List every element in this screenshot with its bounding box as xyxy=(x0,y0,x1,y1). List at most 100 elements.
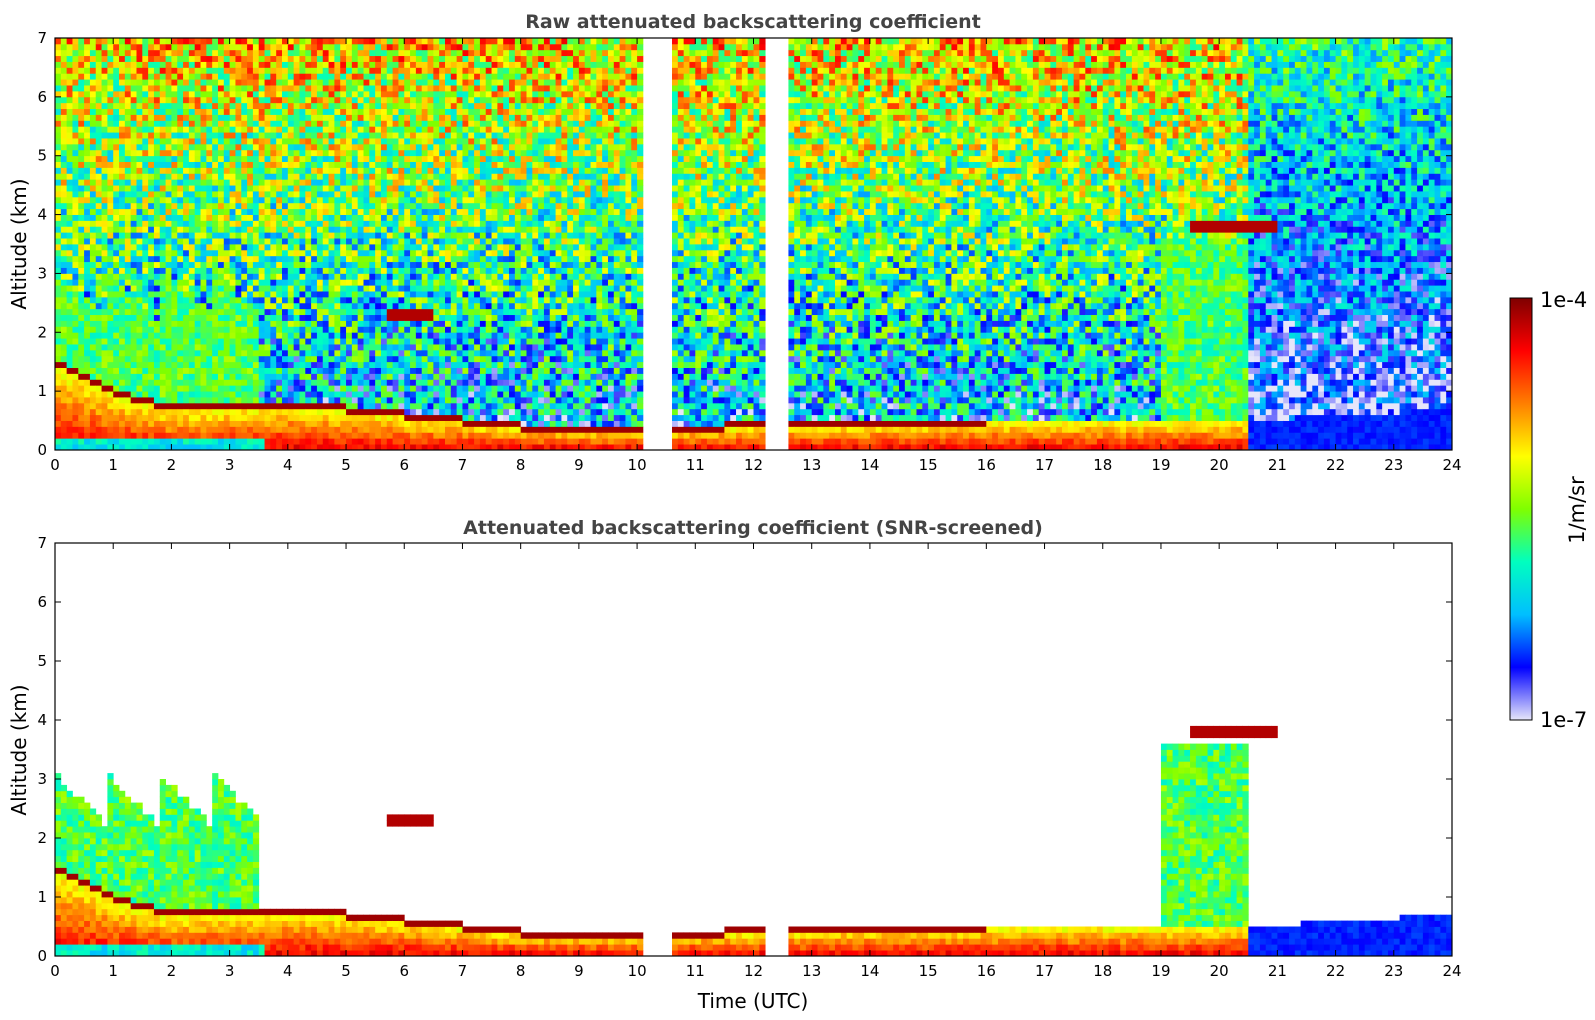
heatmap-cell xyxy=(450,108,458,115)
heatmap-cell xyxy=(386,432,394,439)
heatmap-cell xyxy=(130,332,137,339)
heatmap-cell xyxy=(311,85,318,92)
heatmap-cell xyxy=(427,244,434,251)
heatmap-cell xyxy=(247,138,254,145)
heatmap-cell xyxy=(130,373,137,380)
heatmap-cell xyxy=(398,149,405,157)
heatmap-cell xyxy=(95,391,102,398)
heatmap-cell xyxy=(287,55,295,62)
heatmap-cell xyxy=(107,38,114,45)
heatmap-cell xyxy=(212,126,219,133)
heatmap-cell xyxy=(165,49,172,57)
heatmap-cell xyxy=(130,185,137,192)
heatmap-cell xyxy=(84,167,91,174)
heatmap-cell xyxy=(282,102,289,110)
heatmap-cell xyxy=(177,338,184,345)
heatmap-cell xyxy=(212,267,219,274)
heatmap-cell xyxy=(194,126,201,133)
heatmap-cell xyxy=(346,67,353,74)
heatmap-cell xyxy=(410,138,417,145)
heatmap-cell xyxy=(328,61,335,68)
heatmap-cell xyxy=(293,373,300,380)
heatmap-cell xyxy=(107,173,114,180)
heatmap-cell xyxy=(153,379,161,386)
heatmap-cell xyxy=(188,267,196,274)
heatmap-cell xyxy=(322,255,329,263)
heatmap-cell xyxy=(450,208,458,215)
heatmap-cell xyxy=(305,85,312,92)
heatmap-cell xyxy=(287,173,295,180)
heatmap-cell xyxy=(119,267,126,274)
heatmap-cell xyxy=(270,255,277,263)
heatmap-cell xyxy=(124,261,132,268)
heatmap-cell xyxy=(72,296,79,304)
heatmap-cell xyxy=(124,149,132,157)
heatmap-cell xyxy=(427,226,434,233)
heatmap-cell xyxy=(316,102,324,110)
heatmap-cell xyxy=(95,291,102,298)
heatmap-cell xyxy=(380,220,388,227)
heatmap-cell xyxy=(468,338,475,345)
heatmap-cell xyxy=(456,361,463,368)
heatmap-cell xyxy=(415,143,423,151)
heatmap-cell xyxy=(241,385,248,392)
heatmap-cell xyxy=(119,408,126,416)
heatmap-cell xyxy=(392,261,399,268)
heatmap-cell xyxy=(183,308,190,316)
heatmap-cell xyxy=(369,338,376,345)
heatmap-cell xyxy=(200,244,207,251)
heatmap-cell xyxy=(386,308,394,316)
heatmap-cell xyxy=(241,379,248,386)
heatmap-cell xyxy=(235,244,242,251)
heatmap-cell xyxy=(252,167,260,174)
heatmap-cell xyxy=(427,120,434,127)
heatmap-cell xyxy=(241,232,248,239)
heatmap-cell xyxy=(287,38,295,45)
heatmap-cell xyxy=(165,43,172,51)
heatmap-cell xyxy=(55,167,62,174)
heatmap-cell xyxy=(258,126,265,133)
heatmap-cell xyxy=(177,332,184,339)
heatmap-cell xyxy=(101,438,108,445)
heatmap-cell xyxy=(60,249,68,257)
heatmap-cell xyxy=(78,267,85,274)
heatmap-cell xyxy=(276,202,283,210)
heatmap-cell xyxy=(357,232,364,239)
heatmap-cell xyxy=(357,349,364,357)
heatmap-cell xyxy=(113,267,120,274)
heatmap-cell xyxy=(316,179,324,186)
heatmap-cell xyxy=(188,38,196,45)
heatmap-cell xyxy=(188,426,196,433)
heatmap-cell xyxy=(148,167,155,174)
heatmap-cell xyxy=(270,402,277,410)
heatmap-cell xyxy=(165,73,172,80)
heatmap-cell xyxy=(415,220,423,227)
heatmap-cell xyxy=(311,279,318,286)
heatmap-cell xyxy=(351,108,359,115)
heatmap-cell xyxy=(84,232,91,239)
heatmap-cell xyxy=(357,432,364,439)
heatmap-cell xyxy=(386,314,394,321)
heatmap-cell xyxy=(346,320,353,327)
heatmap-cell xyxy=(456,367,463,374)
heatmap-cell xyxy=(439,391,446,398)
heatmap-cell xyxy=(305,238,312,245)
heatmap-cell xyxy=(252,185,260,192)
heatmap-cell xyxy=(188,67,196,74)
heatmap-cell xyxy=(60,114,68,121)
heatmap-cell xyxy=(462,196,469,204)
heatmap-cell xyxy=(60,261,68,268)
heatmap-cell xyxy=(311,214,318,221)
heatmap-cell xyxy=(229,273,236,280)
heatmap-cell xyxy=(78,385,85,392)
heatmap-cell xyxy=(165,96,172,104)
heatmap-cell xyxy=(439,167,446,174)
heatmap-cell xyxy=(247,279,254,286)
heatmap-cell xyxy=(84,102,91,110)
heatmap-cell xyxy=(287,161,295,168)
heatmap-cell xyxy=(369,108,376,115)
heatmap-cell xyxy=(287,43,295,51)
heatmap-cell xyxy=(130,261,137,268)
heatmap-cell xyxy=(107,155,114,162)
heatmap-cell xyxy=(369,385,376,392)
